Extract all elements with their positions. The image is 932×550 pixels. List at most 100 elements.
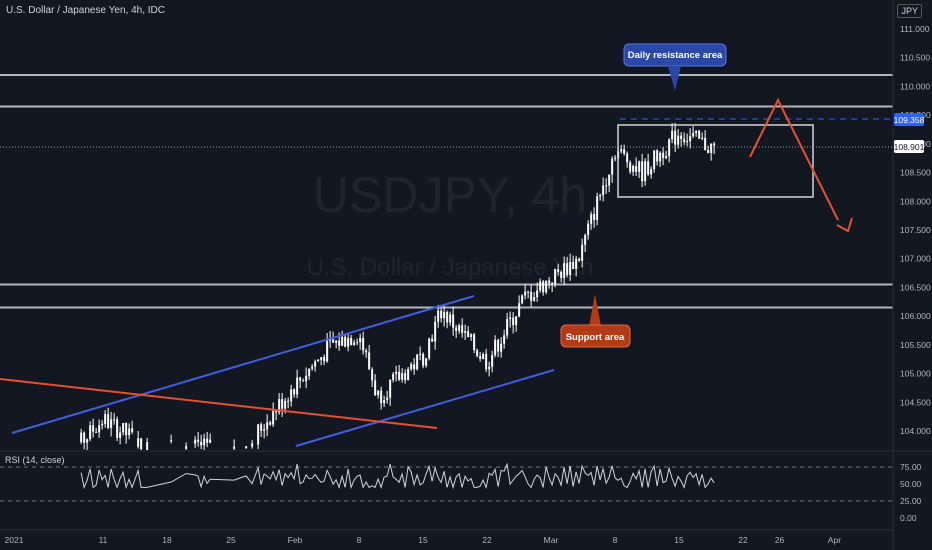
candle-body — [140, 438, 143, 450]
time-tick-label: Feb — [288, 535, 303, 545]
candle-body — [545, 280, 548, 293]
candle-body — [650, 169, 653, 175]
time-tick-label: 8 — [613, 535, 618, 545]
candle-body — [260, 424, 263, 431]
projection-path[interactable] — [749, 97, 839, 221]
candle-body — [458, 325, 461, 331]
watermark-symbol: USDJPY, 4h — [313, 167, 587, 223]
candle-body — [497, 339, 500, 352]
price-tick-label: 107.500 — [900, 225, 931, 235]
candle-body — [122, 422, 125, 433]
price-tick-label: 106.000 — [900, 311, 931, 321]
candle-body — [131, 428, 134, 432]
candle-body — [446, 311, 449, 323]
price-tick-label: 110.000 — [900, 81, 930, 91]
symbol-title[interactable]: U.S. Dollar / Japanese Yen, 4h, IDC — [6, 5, 165, 16]
candle-body — [362, 338, 365, 351]
candle-body — [233, 446, 236, 449]
horizontal-levels[interactable] — [0, 73, 893, 309]
candle-body — [590, 213, 593, 224]
candle-body — [431, 338, 434, 342]
candle-body — [98, 425, 101, 433]
candle-body — [368, 352, 371, 370]
candle-body — [479, 356, 482, 359]
candle-body — [425, 358, 428, 366]
candle-body — [410, 364, 413, 370]
alert-price-text: 109.358 — [894, 115, 925, 125]
alert-price-badge[interactable]: 109.358 — [894, 113, 925, 126]
support-callout[interactable]: Support area — [560, 294, 631, 348]
candle-body — [569, 262, 572, 276]
candle-body — [308, 368, 311, 376]
candle-body — [533, 297, 536, 301]
rsi-tick-label: 50.00 — [900, 479, 922, 489]
candle-body — [371, 369, 374, 381]
candle-body — [209, 439, 212, 443]
rsi-tick-label: 25.00 — [900, 496, 922, 506]
candle-body — [344, 336, 347, 347]
channel-upper-line[interactable] — [11, 295, 475, 434]
candle-body — [503, 335, 506, 344]
candle-body — [665, 155, 668, 159]
candle-body — [578, 258, 581, 261]
candle-body — [335, 340, 338, 343]
candle-body — [125, 422, 128, 436]
candle-body — [110, 419, 113, 429]
channel-lower-line[interactable] — [295, 369, 555, 447]
candle-body — [311, 366, 314, 369]
currency-badge[interactable]: JPY — [897, 4, 922, 18]
candle-body — [293, 389, 296, 395]
candle-body — [512, 317, 515, 326]
rsi-title[interactable]: RSI (14, close) — [5, 455, 65, 465]
candle-body — [563, 263, 566, 279]
time-axis[interactable]: 2021 11 18 25 Feb 8 15 22 Mar 8 15 22 26 Apr — [5, 535, 842, 545]
candle-body — [146, 442, 149, 450]
rsi-tick-label: 75.00 — [900, 462, 922, 472]
candle-body — [377, 390, 380, 396]
candle-body — [89, 425, 92, 440]
price-tick-label: 107.000 — [900, 254, 931, 264]
candle-body — [395, 371, 398, 374]
candle-body — [299, 377, 302, 381]
candle-body — [383, 399, 386, 404]
candle-body — [707, 150, 710, 154]
candle-body — [185, 446, 188, 449]
candle-body — [320, 357, 323, 360]
candle-body — [632, 165, 635, 172]
candle-body — [449, 314, 452, 323]
candle-body — [359, 338, 362, 343]
candle-body — [83, 432, 86, 443]
time-tick-label: 18 — [162, 535, 172, 545]
candle-body — [587, 223, 590, 235]
resistance-label: Daily resistance area — [628, 50, 723, 61]
candle-body — [380, 390, 383, 404]
candle-body — [107, 414, 110, 429]
last-price-badge[interactable]: 108.901 — [894, 140, 925, 153]
candle-body — [251, 443, 254, 447]
resistance-callout[interactable]: Daily resistance area — [623, 43, 727, 91]
candle-body — [599, 195, 602, 197]
candle-body — [86, 439, 89, 443]
time-tick-label: 8 — [357, 535, 362, 545]
candle-body — [461, 325, 464, 333]
time-tick-label: 26 — [775, 535, 785, 545]
candle-body — [710, 143, 713, 154]
candle-body — [104, 414, 107, 424]
candle-body — [581, 244, 584, 261]
price-axis[interactable]: 111.000110.500110.000109.500109.000108.5… — [900, 24, 931, 436]
candle-body — [356, 342, 359, 344]
downtrend-line[interactable] — [0, 378, 438, 429]
candle-body — [527, 291, 530, 293]
candle-body — [530, 292, 533, 301]
candle-body — [284, 400, 287, 409]
rsi-tick-label: 0.00 — [900, 513, 917, 523]
candle-body — [398, 371, 401, 380]
consolidation-box[interactable] — [617, 124, 814, 198]
candle-body — [596, 196, 599, 220]
candle-body — [170, 440, 173, 442]
candle-body — [374, 380, 377, 396]
rsi-axis: 75.00 50.00 25.00 0.00 — [900, 462, 922, 523]
watermark-description: U.S. Dollar / Japanese Yen — [307, 254, 594, 281]
